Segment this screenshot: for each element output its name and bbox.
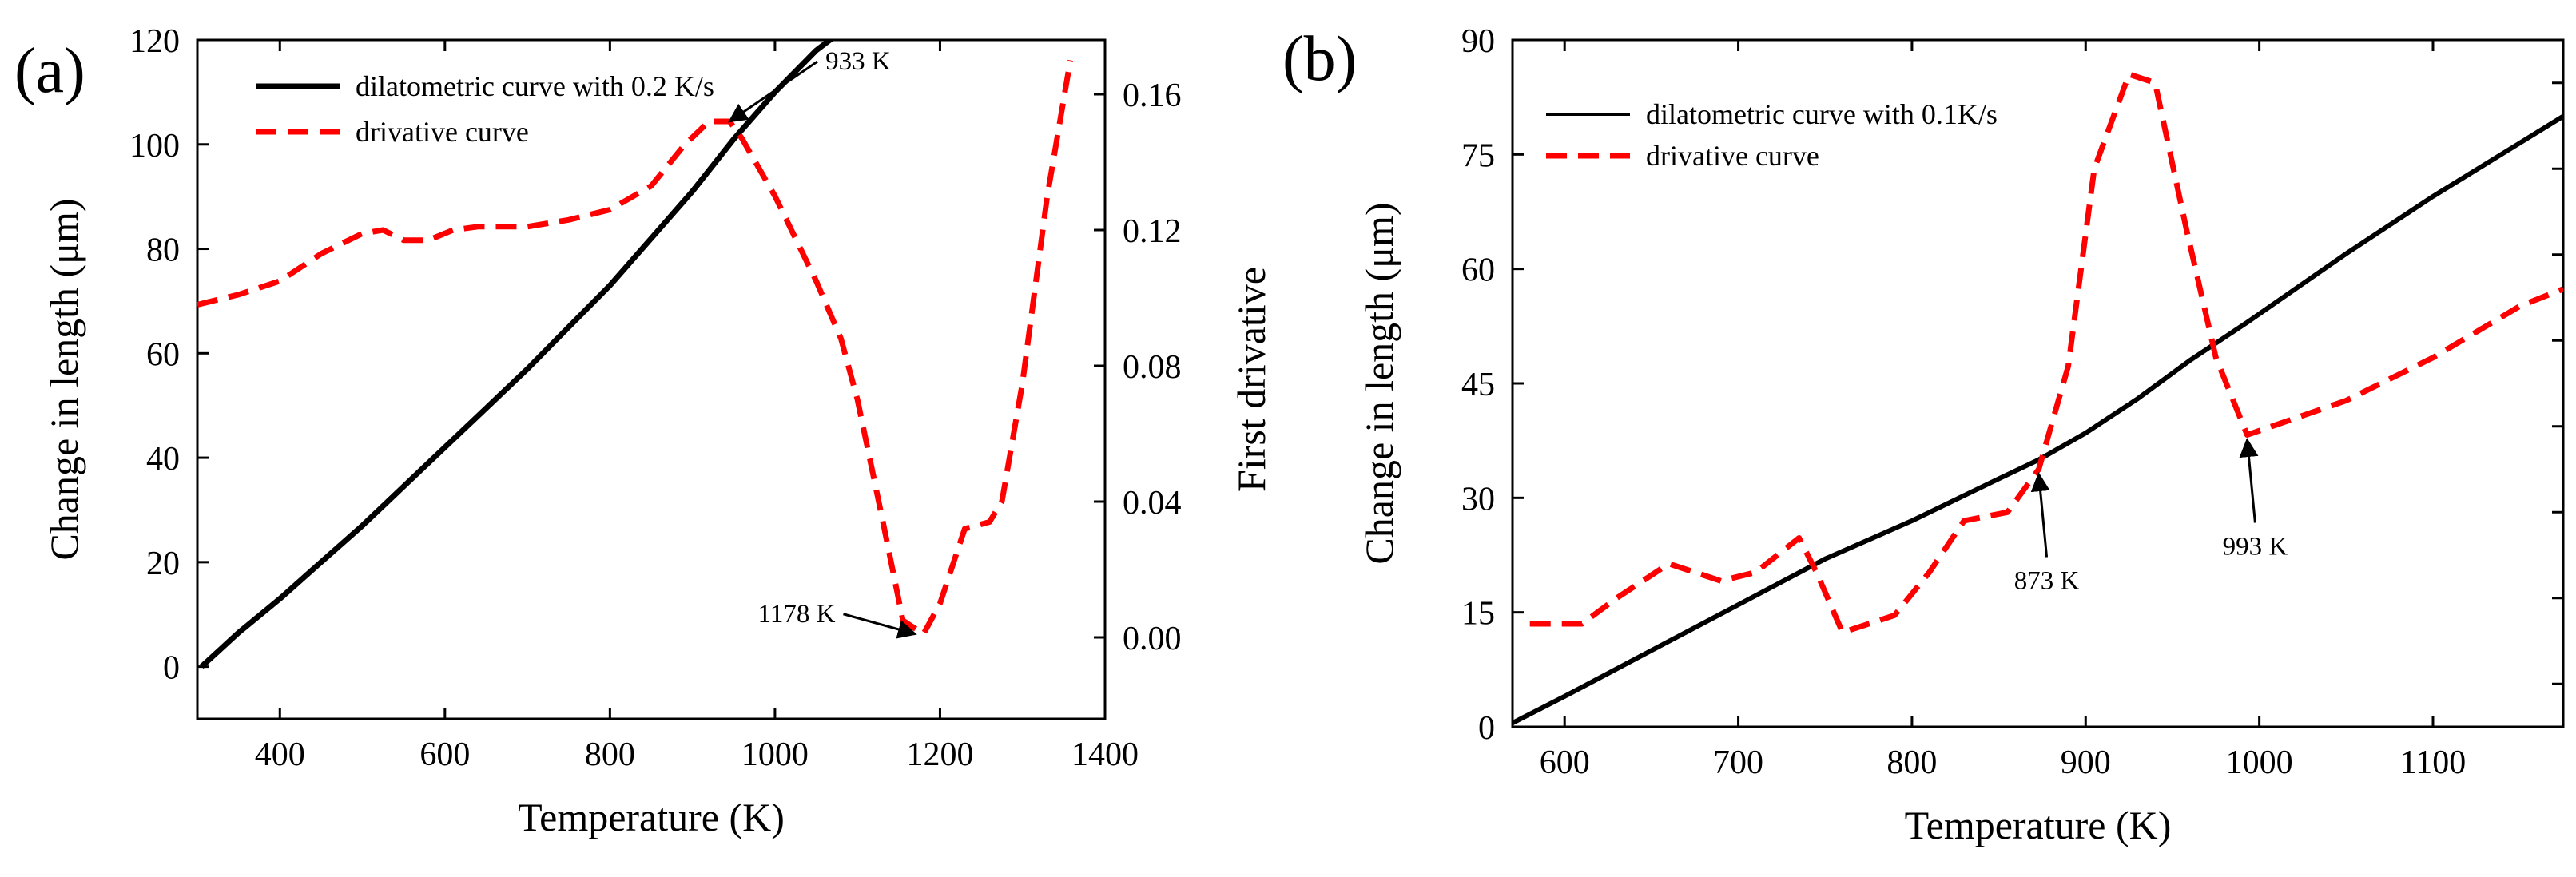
derivative-curve — [197, 59, 1074, 637]
y-tick-label: 45 — [1461, 367, 1495, 403]
y-tick-label: 60 — [146, 336, 180, 373]
y-tick-label: 80 — [146, 232, 180, 269]
legend-label: dilatometric curve with 0.1K/s — [1646, 98, 1998, 130]
annotation-arrow — [2030, 472, 2050, 558]
x-tick-label: 1400 — [1071, 736, 1139, 773]
x-tick-label: 1100 — [2400, 744, 2466, 781]
y-tick-label: 0 — [163, 650, 180, 687]
annotation-arrow — [728, 60, 818, 123]
x-tick-label: 700 — [1713, 744, 1763, 781]
derivative-curve — [1529, 71, 2563, 636]
panel-label: (a) — [14, 36, 85, 106]
chart-panel-b: 6007008009001000110001530456075900.100.1… — [1282, 23, 2565, 847]
annotation-arrow — [2239, 438, 2259, 523]
y-tick-label: 15 — [1461, 596, 1495, 633]
legend-label: drivative curve — [1646, 140, 1819, 172]
annotation-label: 873 K — [2014, 567, 2080, 596]
chart-panel-a: 400 600 800 1000 1200 1400 0 20 40 60 80 100 120 0.00… — [14, 23, 1274, 839]
x-tick-label: 600 — [1540, 744, 1590, 781]
x-tick-label: 1000 — [741, 736, 809, 773]
x-axis-title: Temperature (K) — [1905, 803, 2172, 847]
annotation-label: 933 K — [825, 47, 891, 76]
plot-frame — [196, 38, 1107, 720]
panel-label: (b) — [1282, 24, 1357, 94]
y-axis-title: Change in length (μm) — [1357, 202, 1401, 564]
y-tick-label: 20 — [146, 546, 180, 582]
y-tick-label: 90 — [1461, 23, 1495, 60]
dilatometric-curve — [199, 40, 835, 669]
y2-tick-label: 0.00 — [1123, 621, 1182, 657]
y2-tick-label: 0.04 — [1123, 485, 1182, 522]
x-tick-label: 800 — [1886, 744, 1937, 781]
y2-tick-label: 0.12 — [1123, 213, 1182, 250]
y-tick-label: 75 — [1461, 137, 1495, 174]
x-tick-label: 1000 — [2226, 744, 2293, 781]
x-axis-title: Temperature (K) — [518, 795, 785, 839]
y-axis-title: Change in length (μm) — [42, 198, 86, 560]
annotation-label: 1178 K — [758, 600, 836, 629]
y2-axis-title: First drivative — [1229, 267, 1274, 492]
x-tick-label: 400 — [255, 736, 305, 773]
y-tick-label: 30 — [1461, 481, 1495, 518]
dilatometric-curve — [1513, 114, 2563, 725]
x-tick-label: 800 — [585, 736, 635, 773]
y-tick-label: 100 — [129, 128, 180, 165]
y-tick-label: 120 — [129, 23, 180, 60]
legend-label: drivative curve — [356, 116, 529, 148]
y-tick-label: 60 — [1461, 252, 1495, 289]
y2-tick-label: 0.08 — [1123, 349, 1182, 386]
y-tick-label: 40 — [146, 441, 180, 478]
x-tick-label: 600 — [419, 736, 470, 773]
legend-label: dilatometric curve with 0.2 K/s — [356, 70, 714, 102]
annotation-arrow — [843, 613, 917, 639]
y-tick-label: 0 — [1478, 710, 1495, 747]
y2-tick-label: 0.16 — [1123, 77, 1182, 114]
x-tick-label: 1200 — [906, 736, 973, 773]
x-tick-label: 900 — [2061, 744, 2111, 781]
annotation-label: 993 K — [2223, 533, 2288, 562]
